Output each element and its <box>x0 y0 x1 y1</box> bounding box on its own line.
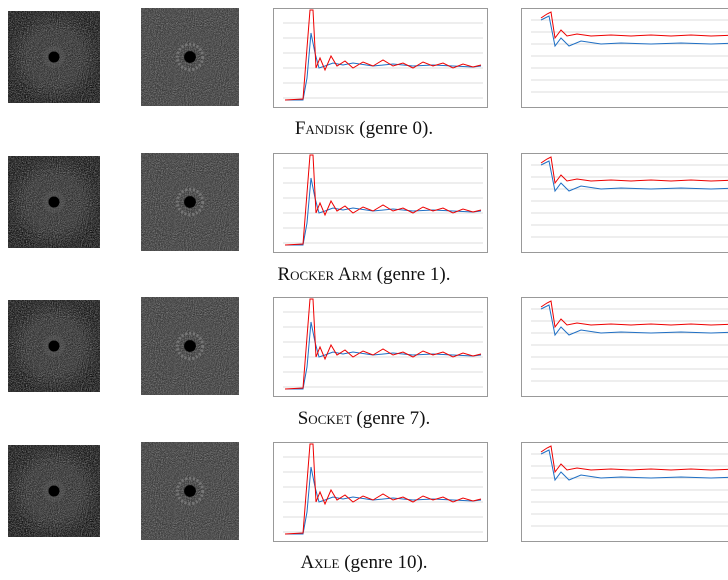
spectrum-image <box>8 156 100 248</box>
plot <box>521 297 728 397</box>
caption: Rocker Arm (genre 1). <box>0 264 728 286</box>
plot <box>521 8 728 108</box>
spectrum-image <box>8 445 100 537</box>
figure-row <box>0 297 728 397</box>
plot <box>273 8 488 108</box>
spectrum-image <box>141 153 239 251</box>
caption: Fandisk (genre 0). <box>0 118 728 140</box>
genre: (genre 0). <box>359 118 434 139</box>
genre: (genre 1). <box>376 264 451 285</box>
genre: (genre 7). <box>356 408 431 429</box>
spectrum-image <box>8 11 100 103</box>
model-name: Fandisk <box>294 118 355 139</box>
model-name: Socket <box>297 408 352 429</box>
plot <box>273 153 488 253</box>
spectrum-image <box>8 300 100 392</box>
model-name: Rocker Arm <box>277 264 372 285</box>
caption: Socket (genre 7). <box>0 408 728 430</box>
plot <box>273 297 488 397</box>
figure-row <box>0 442 728 542</box>
model-name: Axle <box>300 552 340 573</box>
spectrum-image <box>141 8 239 106</box>
plot <box>521 442 728 542</box>
caption: Axle (genre 10). <box>0 552 728 574</box>
figure-row <box>0 8 728 108</box>
spectrum-image <box>141 442 239 540</box>
plot <box>273 442 488 542</box>
plot <box>521 153 728 253</box>
figure-row <box>0 153 728 253</box>
spectrum-image <box>141 297 239 395</box>
genre: (genre 10). <box>344 552 428 573</box>
